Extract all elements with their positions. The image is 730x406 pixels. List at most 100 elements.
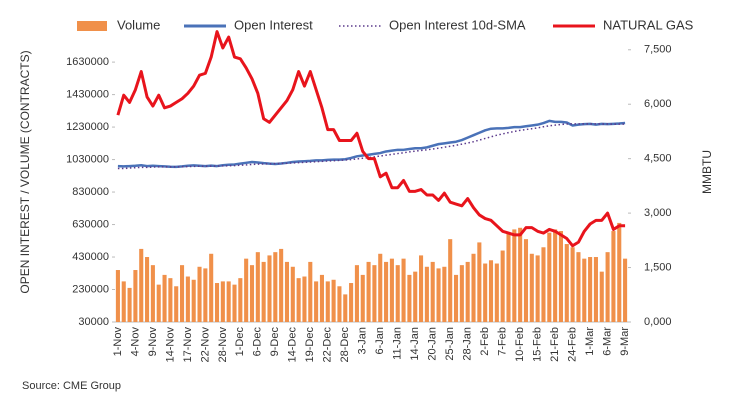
bar [244, 258, 249, 322]
bar [512, 229, 517, 322]
x-tick-label: 3-Jan [357, 327, 369, 355]
x-tick-label: 14-Jan [409, 327, 421, 361]
bar [453, 274, 459, 322]
bar [261, 261, 266, 322]
bar [133, 270, 138, 322]
bar [150, 265, 155, 322]
bar [617, 222, 622, 322]
x-tick-label: 1-Mar [584, 327, 596, 356]
bar [378, 253, 383, 322]
bar [308, 261, 313, 322]
x-tick-label: 14-Dec [287, 327, 299, 363]
x-tick-label: 10-Feb [514, 327, 526, 362]
x-tick-label: 15-Feb [532, 327, 544, 362]
x-tick-label: 2-Feb [479, 327, 491, 356]
bar [139, 248, 144, 322]
x-tick-label: 1-Dec [234, 327, 246, 357]
bar [506, 232, 511, 322]
bar [483, 263, 488, 322]
bar [302, 276, 307, 322]
bar [185, 276, 190, 322]
bar [372, 265, 377, 322]
x-tick-label: 9-Dec [269, 327, 281, 357]
bar [413, 271, 418, 322]
bar [477, 242, 482, 322]
bar [518, 227, 523, 322]
bar [459, 265, 464, 322]
y2-tick-label: 6,000 [644, 98, 672, 110]
y-tick-label: 30000 [78, 316, 109, 328]
bar [535, 255, 540, 322]
bar [424, 266, 429, 322]
bar [384, 261, 389, 322]
bar [599, 271, 604, 322]
legend-swatch [77, 21, 107, 31]
bar [325, 281, 330, 322]
x-tick-label: 21-Feb [549, 327, 561, 362]
legend-label: Open Interest 10d-SMA [389, 17, 526, 32]
bar [442, 266, 447, 322]
bar [494, 263, 499, 322]
bar [284, 261, 290, 322]
bar [290, 266, 295, 322]
x-tick-label: 17-Nov [182, 327, 194, 363]
bar [611, 231, 616, 322]
x-tick-label: 28-Jan [462, 327, 474, 361]
bar [605, 252, 610, 322]
bar [191, 279, 196, 322]
bar [209, 253, 214, 322]
x-tick-label: 22-Nov [199, 327, 211, 363]
bar [145, 257, 150, 322]
y2-tick-label: 4,500 [644, 153, 672, 165]
bar [337, 286, 342, 322]
bar [179, 265, 185, 322]
source: Source: CME Group [22, 380, 121, 392]
x-tick-label: 11-Jan [392, 327, 404, 360]
x-tick-label: 9-Mar [619, 327, 631, 356]
bar [296, 278, 301, 322]
bar [226, 281, 231, 322]
bar [395, 265, 400, 322]
bar [174, 286, 179, 322]
bar [570, 247, 575, 322]
bar [249, 265, 255, 322]
bar [331, 279, 336, 322]
bar [349, 283, 354, 322]
x-tick-label: 20-Jan [427, 327, 439, 361]
bar [558, 231, 564, 322]
bar [343, 294, 348, 322]
bar [279, 248, 284, 322]
bar [127, 287, 132, 322]
line [117, 123, 626, 170]
y-tick-label: 1230000 [66, 121, 109, 133]
y-tick-label: 1630000 [66, 56, 109, 68]
bar [588, 257, 593, 322]
bar [156, 284, 161, 322]
x-tick-label: 28-Nov [217, 327, 229, 363]
x-tick-label: 24-Feb [567, 327, 579, 362]
bar [500, 250, 505, 322]
bar [436, 268, 441, 322]
legend-label: NATURAL GAS [603, 17, 694, 32]
bar [203, 268, 208, 322]
bar [255, 252, 260, 322]
bar [547, 232, 552, 322]
y2-tick-label: 3,000 [644, 207, 672, 219]
x-tick-label: 28-Dec [339, 327, 351, 363]
bar [401, 258, 406, 322]
bar [168, 278, 173, 322]
bar [471, 253, 476, 322]
bar [389, 258, 394, 322]
x-tick-label: 14-Nov [164, 327, 176, 363]
bar [197, 266, 202, 322]
bar [354, 265, 359, 322]
y-tick-label: 630000 [72, 218, 109, 230]
bar [220, 281, 225, 322]
y-tick-label: 230000 [72, 283, 109, 295]
bar [232, 284, 237, 322]
bar [553, 229, 558, 322]
bar [319, 274, 324, 322]
bar [576, 252, 581, 322]
bar [593, 257, 598, 322]
